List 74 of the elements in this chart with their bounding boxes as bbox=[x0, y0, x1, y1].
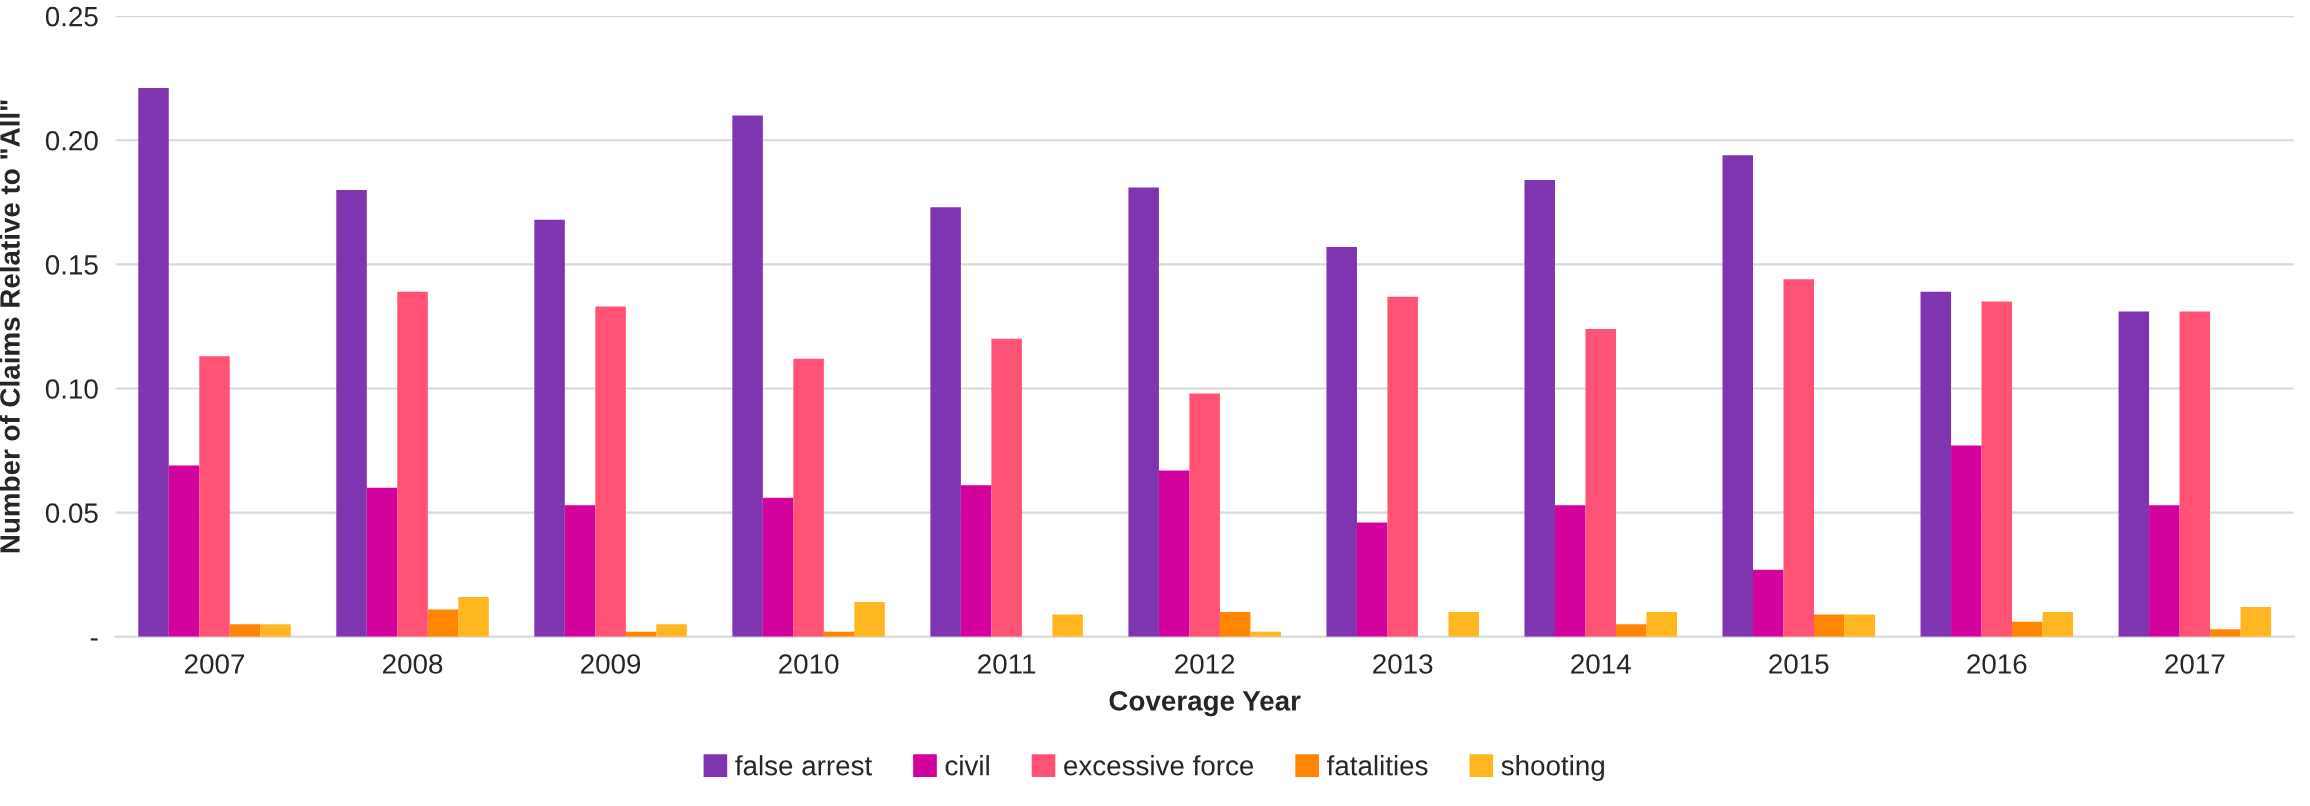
bar bbox=[2118, 311, 2150, 637]
bar bbox=[2210, 629, 2241, 637]
y-tick-label: 0.20 bbox=[45, 130, 98, 151]
bar bbox=[1783, 279, 1814, 637]
legend-label: false arrest bbox=[735, 755, 873, 776]
x-tick-label: 2017 bbox=[2165, 654, 2225, 674]
bar bbox=[1387, 296, 1418, 637]
bar bbox=[930, 207, 961, 637]
bar bbox=[1951, 445, 1982, 637]
bar bbox=[1920, 291, 1952, 637]
bar bbox=[762, 497, 794, 637]
bar bbox=[1585, 328, 1616, 637]
bar bbox=[458, 597, 489, 637]
bar bbox=[595, 306, 626, 637]
y-tick-label: - bbox=[90, 638, 98, 641]
bar bbox=[1554, 505, 1586, 637]
bar bbox=[1219, 611, 1251, 637]
x-tick-label: 2016 bbox=[1967, 654, 2027, 674]
y-tick-label: 0.25 bbox=[45, 6, 98, 27]
x-tick-label: 2008 bbox=[383, 654, 443, 674]
x-tick-label: 2012 bbox=[1175, 654, 1235, 674]
x-tick-label: 2013 bbox=[1373, 654, 1433, 674]
legend-label: fatalities bbox=[1326, 755, 1428, 776]
bar bbox=[1981, 301, 2013, 637]
x-tick-label: 2011 bbox=[978, 654, 1036, 674]
bar bbox=[1158, 470, 1190, 637]
x-tick-label: 2007 bbox=[185, 654, 245, 674]
bar bbox=[2179, 311, 2211, 637]
bar bbox=[1052, 614, 1083, 637]
bar bbox=[397, 291, 428, 637]
bar bbox=[1356, 522, 1388, 637]
bar bbox=[2042, 611, 2074, 637]
bar bbox=[1722, 155, 1754, 637]
bar bbox=[991, 338, 1022, 637]
bar bbox=[2149, 505, 2180, 637]
bar bbox=[1524, 179, 1555, 637]
bar bbox=[336, 189, 367, 637]
bar bbox=[2240, 606, 2272, 637]
bar bbox=[1615, 624, 1647, 637]
bar bbox=[732, 115, 763, 637]
y-tick-label: 0.15 bbox=[45, 255, 98, 275]
bar bbox=[427, 609, 459, 637]
bar bbox=[366, 487, 398, 637]
bar bbox=[960, 485, 992, 637]
bar bbox=[199, 356, 230, 637]
bar bbox=[534, 219, 565, 637]
bar bbox=[1844, 614, 1875, 637]
bar bbox=[656, 624, 687, 637]
x-tick-label: 2014 bbox=[1571, 654, 1631, 674]
legend-label: civil bbox=[945, 755, 989, 776]
y-axis-title: Number of Claims Relative to "All" bbox=[0, 100, 20, 553]
bar bbox=[229, 624, 261, 637]
bar bbox=[260, 624, 291, 637]
x-tick-label: 2010 bbox=[779, 654, 839, 674]
bar bbox=[1128, 187, 1159, 637]
bar bbox=[1753, 569, 1784, 637]
y-tick-label: 0.10 bbox=[45, 379, 98, 399]
bar bbox=[854, 601, 885, 637]
bar bbox=[1189, 393, 1220, 637]
bar bbox=[168, 465, 200, 637]
bar bbox=[1326, 246, 1357, 637]
bar bbox=[2012, 621, 2043, 637]
x-axis-title: Coverage Year bbox=[1109, 691, 1301, 717]
x-tick-label: 2015 bbox=[1769, 654, 1829, 674]
legend-label: shooting bbox=[1501, 755, 1604, 781]
bar bbox=[1448, 611, 1479, 637]
bar bbox=[793, 358, 824, 637]
bar bbox=[1646, 611, 1677, 637]
legend-label: excessive force bbox=[1064, 755, 1254, 776]
bar bbox=[138, 88, 169, 637]
x-tick-label: 2009 bbox=[581, 654, 641, 674]
bar bbox=[1814, 614, 1845, 637]
bar bbox=[564, 505, 596, 637]
y-tick-label: 0.05 bbox=[45, 503, 98, 523]
